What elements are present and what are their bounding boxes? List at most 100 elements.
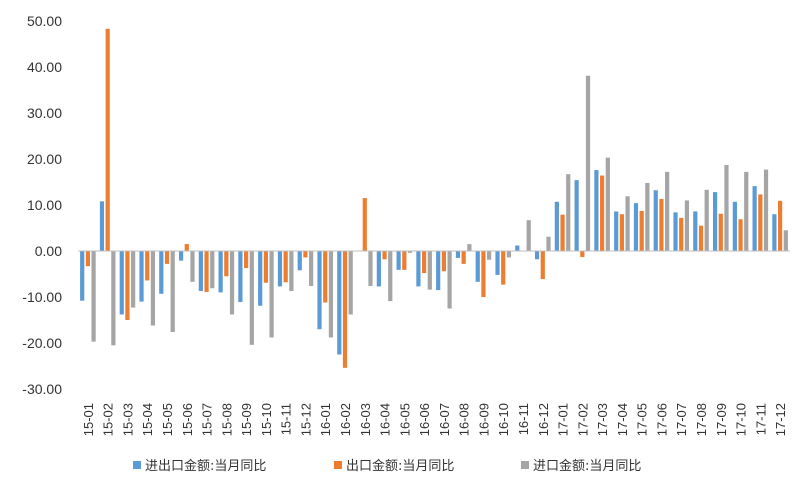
bar-series-3 <box>328 251 334 338</box>
x-tick-label: 16-08 <box>457 403 472 436</box>
bar-series-3 <box>427 251 432 290</box>
x-tick-label: 17-07 <box>674 403 689 436</box>
x-tick-label: 17-06 <box>654 403 669 436</box>
x-tick-label: 15-04 <box>140 403 155 436</box>
bar-series-3 <box>724 164 729 251</box>
x-tick-label: 15-09 <box>239 403 254 436</box>
x-tick-label: 15-02 <box>101 403 116 436</box>
bar-series-1 <box>574 180 579 251</box>
x-tick-label: 16-01 <box>318 403 333 436</box>
bar-series-2 <box>204 251 209 292</box>
bar-series-3 <box>229 251 235 315</box>
bar-series-1 <box>712 192 718 251</box>
bar-series-3 <box>131 251 136 308</box>
bar-series-3 <box>506 251 512 258</box>
bar-series-2 <box>679 217 684 251</box>
bar-series-2 <box>224 251 229 277</box>
x-tick-label: 17-03 <box>595 403 610 436</box>
bar-series-1 <box>297 251 302 271</box>
bar-series-1 <box>495 251 500 275</box>
bar-series-3 <box>210 251 215 289</box>
x-tick-label: 15-12 <box>298 403 313 436</box>
bar-series-3 <box>625 196 630 251</box>
x-tick-label: 15-05 <box>160 403 175 436</box>
bar-series-2 <box>85 251 90 267</box>
y-tick-label: -20.00 <box>22 335 62 351</box>
x-tick-label: 16-05 <box>397 403 412 436</box>
bar-series-2 <box>560 214 565 251</box>
bar-series-1 <box>238 251 243 303</box>
bar-series-1 <box>337 251 342 355</box>
x-tick-label: 16-03 <box>358 403 373 436</box>
bar-series-3 <box>368 251 373 286</box>
bar-series-1 <box>534 251 540 260</box>
x-tick-label: 16-04 <box>378 403 393 436</box>
bar-series-1 <box>317 251 322 330</box>
x-tick-label: 17-09 <box>714 403 729 436</box>
bar-series-1 <box>614 211 619 251</box>
y-tick-label: 50.00 <box>27 13 62 29</box>
x-tick-label: 15-11 <box>279 403 294 435</box>
bar-series-3 <box>566 174 571 251</box>
bar-series-3 <box>91 251 96 342</box>
bar-series-3 <box>763 169 769 251</box>
bar-series-1 <box>416 251 421 287</box>
x-tick-label: 17-04 <box>615 403 630 436</box>
y-tick-label: 20.00 <box>27 151 62 167</box>
legend-label: 出口金额:当月同比 <box>346 458 454 474</box>
bar-series-1 <box>198 251 203 292</box>
legend-swatch <box>334 461 342 469</box>
bar-series-1 <box>752 186 757 251</box>
bar-series-1 <box>277 251 283 287</box>
bar-series-3 <box>467 244 472 251</box>
x-tick-label: 15-01 <box>81 403 96 436</box>
legend-swatch <box>521 461 529 469</box>
bar-series-1 <box>732 201 737 251</box>
bar-series-2 <box>639 210 644 251</box>
bar-series-1 <box>594 170 599 251</box>
bar-series-2 <box>501 251 506 285</box>
x-tick-label: 16-11 <box>516 403 531 435</box>
bar-series-1 <box>436 251 441 291</box>
bar-series-1 <box>258 251 263 306</box>
bar-series-1 <box>554 201 559 251</box>
bar-series-2 <box>362 198 367 251</box>
bar-series-3 <box>447 251 452 309</box>
y-tick-label: 0.00 <box>35 243 62 259</box>
bar-series-2 <box>659 199 664 251</box>
bar-series-3 <box>546 236 551 251</box>
bar-series-group <box>80 28 788 368</box>
bar-series-3 <box>190 251 195 282</box>
bar-series-1 <box>218 251 223 293</box>
bar-series-1 <box>80 251 85 301</box>
bar-series-2 <box>382 251 387 260</box>
bar-series-3 <box>289 251 294 292</box>
bar-series-2 <box>600 175 605 251</box>
bar-series-2 <box>402 251 407 270</box>
bar-series-1 <box>159 251 164 294</box>
x-tick-label: 15-10 <box>259 403 274 436</box>
bar-series-1 <box>455 251 461 258</box>
bar-series-3 <box>585 75 591 252</box>
x-tick-label: 17-01 <box>556 403 571 436</box>
bar-series-1 <box>673 212 678 251</box>
bar-series-1 <box>693 211 698 251</box>
bar-series-1 <box>653 190 658 251</box>
bar-series-1 <box>376 251 381 287</box>
bar-series-2 <box>441 251 446 272</box>
x-tick-label: 16-06 <box>417 403 432 436</box>
bar-series-2 <box>738 219 743 251</box>
bar-series-1 <box>515 245 520 251</box>
bar-series-1 <box>633 203 639 251</box>
x-tick-label: 16-10 <box>496 403 511 436</box>
bar-series-1 <box>119 251 124 315</box>
bar-series-3 <box>783 230 788 251</box>
bar-series-3 <box>111 251 116 346</box>
legend-label: 进出口金额:当月同比 <box>145 458 266 474</box>
bar-series-2 <box>698 225 704 251</box>
bar-series-3 <box>388 251 393 302</box>
bar-series-2 <box>105 28 110 251</box>
bar-series-3 <box>407 251 413 253</box>
bar-series-2 <box>758 194 763 251</box>
